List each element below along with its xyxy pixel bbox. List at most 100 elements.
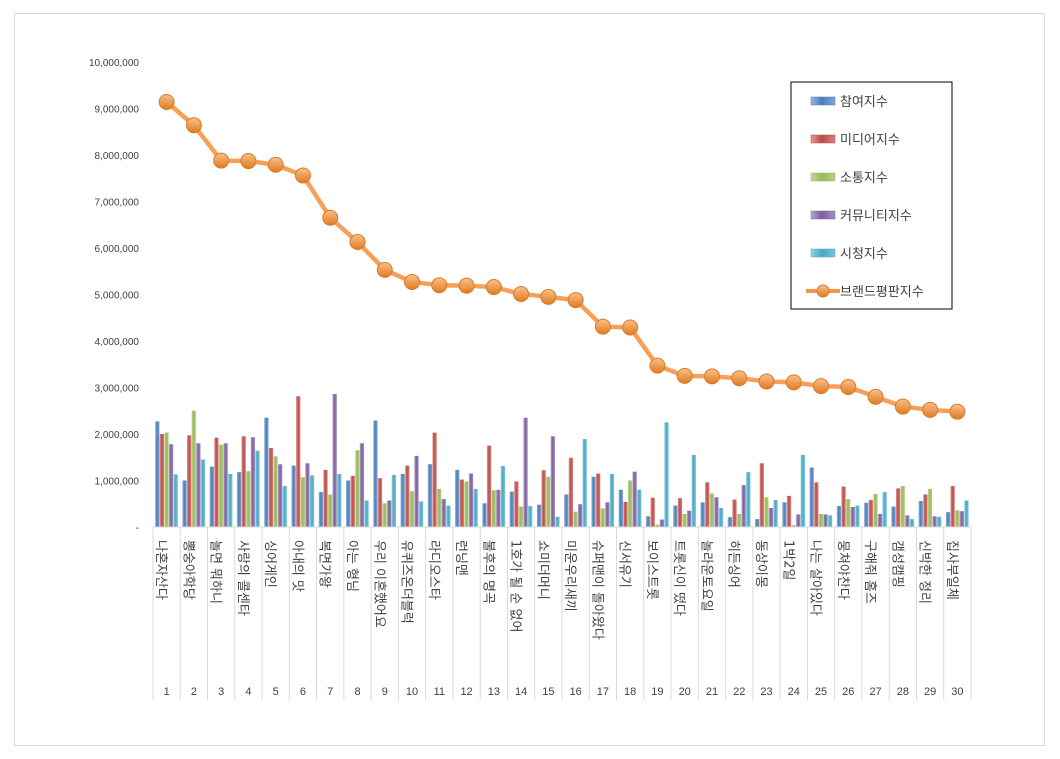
bar [459,479,464,527]
bar [918,500,923,527]
bar [536,504,542,527]
rank-label: 18 [624,686,636,698]
bar [482,503,487,527]
bar [591,476,596,527]
bar [955,510,960,527]
bar [164,432,169,527]
bar [182,480,187,527]
rank-label: 7 [327,686,333,698]
bar [291,465,296,527]
bar [400,473,405,527]
bar [655,524,660,527]
rank-label: 22 [733,686,745,698]
bar [550,436,555,527]
bar [691,454,696,527]
bar [568,457,574,527]
bar [741,485,746,527]
category-label: 런닝맨 [453,540,468,576]
bar [405,465,410,527]
line-point [567,292,584,309]
rank-label: 25 [815,686,827,698]
line-point [185,117,202,134]
category-label: 복면가왕 [317,540,332,588]
bar [718,507,724,527]
bar [755,519,760,527]
rank-label: 16 [570,686,582,698]
category-label: 아내의 맛 [289,540,304,592]
bar [323,469,328,527]
bar [236,472,242,527]
line-point [785,374,802,391]
bar [809,467,814,527]
bar [582,439,587,527]
bar [900,486,905,527]
bar [659,519,665,527]
bar [709,493,714,527]
bar [486,445,492,528]
category-label: 뭉쳐야찬다 [835,540,850,600]
line-point [840,379,857,396]
y-tick-label: 9,000,000 [95,105,140,116]
bar [223,443,228,527]
legend-label: 시청지수 [840,247,888,262]
line-point [376,261,393,278]
bar [846,499,851,527]
y-tick-label: 10,000,000 [89,58,139,69]
line-point [458,277,475,294]
category-label: 라디오스타 [426,540,441,600]
category-label: 1박2일 [780,540,795,580]
category-label: 미운우리새끼 [562,540,577,612]
bar [627,480,633,527]
bar [577,504,583,527]
legend-label: 미디어지수 [840,133,900,148]
bar [923,494,928,527]
category-label: 집사부일체 [944,540,959,600]
line-point [213,152,230,169]
bar [873,493,878,527]
y-tick-label: 6,000,000 [95,244,140,255]
y-tick-label: - [136,523,139,534]
bar [173,474,178,527]
rank-label: 9 [382,686,388,698]
bar [377,478,383,527]
bar [278,464,283,527]
line-point [731,370,748,387]
bar [373,420,378,527]
bar [437,488,442,527]
bar [891,506,896,527]
bar [355,450,360,527]
bar [509,491,514,527]
bar [337,473,342,527]
bar [650,497,655,527]
bar [500,466,506,527]
line-point [813,378,830,395]
category-label: 우리 이혼했어요 [371,540,387,628]
bar [446,505,451,527]
rank-label: 29 [924,686,936,698]
bar [791,525,796,527]
bar [959,511,964,527]
bar [518,506,524,527]
bar [677,498,683,527]
bar [528,506,533,527]
bar [673,505,678,527]
line-point [649,357,666,374]
bar [387,500,392,527]
category-label: 사랑의 콜센타 [235,540,250,616]
category-label: 놀라운토요일 [698,540,713,612]
legend-swatch [810,248,836,258]
bar [682,513,687,527]
rank-label: 11 [434,686,445,698]
bar [932,516,937,527]
rank-label: 24 [788,686,800,698]
bar [764,497,769,527]
bar [359,443,365,527]
bar [305,463,310,527]
bar [432,432,437,527]
bar [868,500,873,527]
bar [964,500,969,527]
line-point [867,388,884,405]
legend-label: 브랜드평판지수 [840,285,924,300]
bar [564,494,569,527]
bar [546,476,551,527]
